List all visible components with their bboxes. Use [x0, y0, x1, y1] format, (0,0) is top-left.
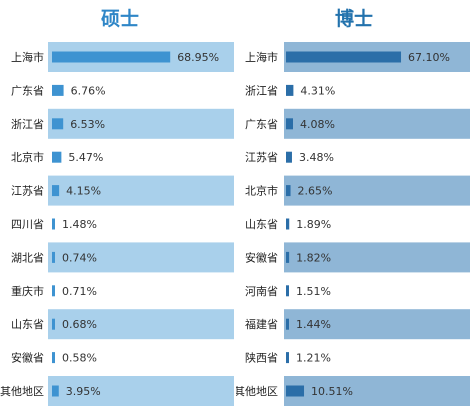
bar-masters-10 — [52, 352, 55, 364]
value-label-doctoral-6: 1.89% — [296, 218, 331, 231]
bar-masters-9 — [52, 318, 55, 330]
value-label-doctoral-11: 10.51% — [311, 385, 353, 398]
category-label-doctoral-10: 陕西省 — [245, 351, 278, 365]
value-label-masters-2: 6.76% — [71, 84, 106, 97]
category-label-doctoral-3: 广东省 — [245, 118, 278, 131]
value-label-masters-10: 0.58% — [62, 352, 97, 365]
category-label-masters-3: 浙江省 — [11, 118, 44, 131]
doctoral-title: 博士 — [334, 8, 373, 30]
doctoral-panel: 上海市 67.10% 浙江省 4.31% 广东省 4.08% 江苏省 3.48% 北京市 2.65… — [236, 0, 472, 420]
bar-doctoral-9 — [286, 318, 289, 330]
value-label-doctoral-2: 4.31% — [300, 84, 335, 97]
masters-title: 硕士 — [100, 8, 139, 30]
value-label-doctoral-10: 1.21% — [296, 352, 331, 365]
bar-masters-4 — [52, 151, 62, 163]
bar-masters-3 — [52, 118, 64, 130]
category-label-doctoral-9: 福建省 — [245, 317, 278, 331]
bar-masters-11 — [52, 385, 59, 397]
value-label-masters-4: 5.47% — [68, 151, 103, 164]
category-label-masters-10: 安徽省 — [11, 351, 44, 365]
row-band-masters-7 — [48, 242, 234, 273]
category-label-doctoral-4: 江苏省 — [245, 151, 278, 164]
value-label-masters-11: 3.95% — [66, 385, 101, 398]
category-label-masters-9: 山东省 — [11, 318, 44, 331]
category-label-doctoral-2: 浙江省 — [245, 84, 278, 97]
row-band-masters-11 — [48, 376, 234, 406]
row-band-masters-9 — [48, 309, 234, 340]
row-band-doctoral-9 — [284, 309, 470, 340]
bar-doctoral-2 — [286, 84, 294, 96]
category-label-doctoral-7: 安徽省 — [245, 250, 278, 264]
bar-doctoral-11 — [286, 385, 305, 397]
value-label-masters-8: 0.71% — [62, 285, 97, 298]
value-label-masters-7: 0.74% — [62, 251, 97, 264]
category-label-masters-11: 其他地区 — [0, 385, 44, 398]
bar-doctoral-4 — [286, 151, 292, 163]
value-label-masters-5: 4.15% — [66, 185, 101, 198]
bar-masters-6 — [52, 218, 55, 230]
value-label-doctoral-7: 1.82% — [296, 251, 331, 264]
value-label-doctoral-3: 4.08% — [300, 118, 335, 131]
masters-chart: 上海市 68.95% 广东省 6.76% 浙江省 6.53% 北京市 5.47% 江苏省 4.15… — [0, 42, 234, 406]
value-label-doctoral-5: 2.65% — [298, 185, 333, 198]
bar-doctoral-6 — [286, 218, 290, 230]
row-band-doctoral-7 — [284, 242, 470, 273]
value-label-masters-1: 68.95% — [177, 51, 219, 64]
bar-doctoral-5 — [286, 185, 291, 197]
category-label-masters-6: 四川省 — [11, 218, 44, 231]
doctoral-chart: 上海市 67.10% 浙江省 4.31% 广东省 4.08% 江苏省 3.48% 北京市 2.65… — [236, 42, 470, 406]
row-band-masters-5 — [48, 175, 234, 206]
bar-doctoral-7 — [286, 251, 290, 263]
value-label-doctoral-4: 3.48% — [299, 151, 334, 164]
row-band-doctoral-5 — [284, 175, 470, 206]
bar-masters-2 — [52, 84, 64, 96]
bar-masters-5 — [52, 185, 60, 197]
value-label-doctoral-8: 1.51% — [296, 285, 331, 298]
bar-doctoral-3 — [286, 118, 293, 130]
value-label-masters-6: 1.48% — [62, 218, 97, 231]
bar-doctoral-10 — [286, 352, 289, 364]
value-label-masters-9: 0.68% — [62, 318, 97, 331]
category-label-doctoral-1: 上海市 — [245, 50, 278, 64]
category-label-doctoral-6: 山东省 — [245, 218, 278, 231]
row-band-masters-3 — [48, 108, 234, 139]
bar-doctoral-8 — [286, 285, 289, 297]
category-label-doctoral-5: 北京市 — [245, 184, 278, 198]
category-label-masters-4: 北京市 — [11, 150, 44, 164]
category-label-doctoral-11: 其他地区 — [236, 385, 278, 398]
category-label-masters-5: 江苏省 — [11, 185, 44, 198]
category-label-masters-8: 重庆市 — [11, 284, 44, 298]
category-label-masters-1: 上海市 — [11, 50, 44, 64]
value-label-masters-3: 6.53% — [70, 118, 105, 131]
bar-masters-7 — [52, 251, 55, 263]
bar-masters-8 — [52, 285, 55, 297]
value-label-doctoral-1: 67.10% — [408, 51, 450, 64]
bar-doctoral-1 — [286, 51, 402, 63]
row-band-doctoral-11 — [284, 376, 470, 406]
category-label-masters-2: 广东省 — [11, 84, 44, 97]
value-label-doctoral-9: 1.44% — [296, 318, 331, 331]
row-band-doctoral-3 — [284, 108, 470, 139]
bar-masters-1 — [52, 51, 171, 63]
category-label-doctoral-8: 河南省 — [245, 285, 278, 298]
category-label-masters-7: 湖北省 — [11, 251, 44, 264]
masters-panel: 上海市 68.95% 广东省 6.76% 浙江省 6.53% 北京市 5.47% 江苏省 4.15… — [0, 8, 234, 406]
